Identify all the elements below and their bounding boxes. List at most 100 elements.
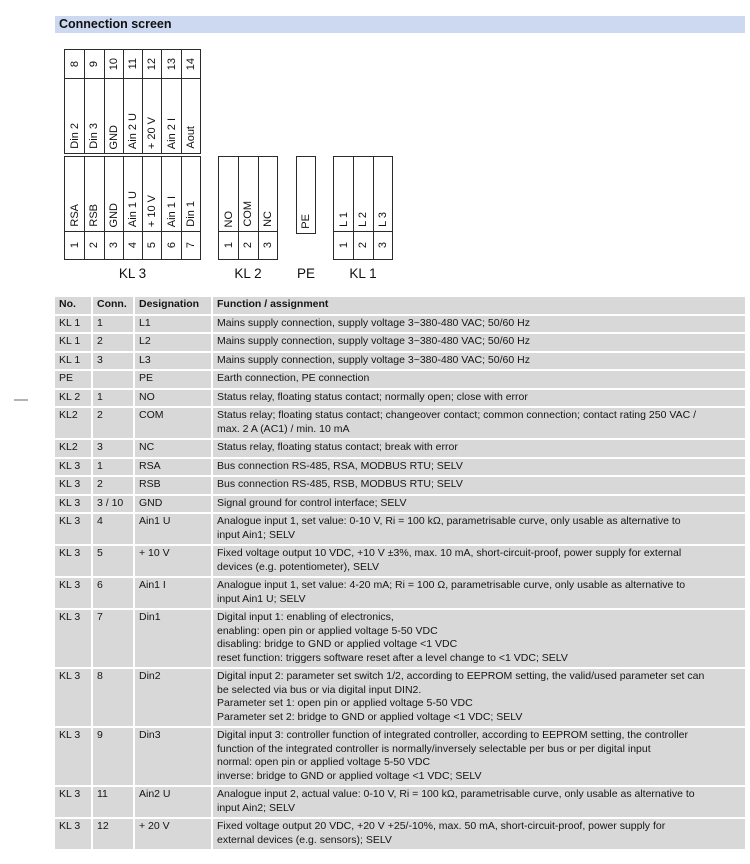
pin-number: 8	[68, 60, 81, 68]
pin-number: 11	[122, 50, 142, 78]
cell-designation: GND	[135, 495, 213, 514]
cell-no: KL 3	[55, 477, 93, 496]
cell-function: Status relay, floating status contact; n…	[213, 389, 745, 408]
col-header-no: No.	[55, 297, 93, 316]
cell-designation: L3	[135, 352, 213, 371]
pin-label: L 2	[353, 157, 372, 231]
cell-designation: COM	[135, 408, 213, 440]
cell-function: Analogue input 1, set value: 4-20 mA; Ri…	[213, 578, 745, 610]
cell-designation: Din2	[135, 669, 213, 728]
pe-terminal-block: PE	[296, 156, 316, 234]
pin-label: + 20 V	[142, 79, 161, 153]
pin-label: PE	[300, 214, 312, 229]
cell-function: Fixed voltage output 20 VDC, +20 V +25/-…	[213, 819, 745, 851]
table-row: KL 3 1 RSA Bus connection RS-485, RSA, M…	[55, 458, 745, 477]
pin-number: 12	[142, 50, 161, 78]
cell-function: Digital input 1: enabling of electronics…	[213, 610, 745, 669]
cell-function: Status relay, floating status contact; b…	[213, 440, 745, 459]
pin-label: COM	[238, 157, 257, 231]
cell-conn: 1	[93, 458, 135, 477]
cell-designation: NO	[135, 389, 213, 408]
table-row: KL 2 1 NO Status relay, floating status …	[55, 389, 745, 408]
cell-conn	[93, 371, 135, 390]
cell-conn: 2	[93, 408, 135, 440]
cell-conn: 2	[93, 334, 135, 353]
cell-conn: 12	[93, 819, 135, 851]
cell-function: Fixed voltage output 10 VDC, +10 V ±3%, …	[213, 546, 745, 578]
cell-no: KL2	[55, 408, 93, 440]
cell-designation: Din1	[135, 610, 213, 669]
pin-label: NO	[222, 210, 235, 228]
connection-table: No. Conn. Designation Function / assignm…	[55, 297, 745, 851]
cell-no: KL 3	[55, 546, 93, 578]
cell-no: KL 3	[55, 787, 93, 819]
table-row: KL 1 3 L3 Mains supply connection, suppl…	[55, 352, 745, 371]
cell-function: Mains supply connection, supply voltage …	[213, 315, 745, 334]
cell-designation: Din3	[135, 728, 213, 787]
table-row: KL 3 6 Ain1 I Analogue input 1, set valu…	[55, 578, 745, 610]
cell-designation: Ain2 U	[135, 787, 213, 819]
kl2-pin-labels: NO COM NC	[219, 157, 277, 231]
pin-label: Ain 1 I	[161, 157, 180, 231]
cell-conn: 3	[93, 440, 135, 459]
pin-number: 14	[180, 50, 200, 78]
cell-no: KL 1	[55, 334, 93, 353]
pin-number: 6	[161, 232, 180, 259]
cell-function: Digital input 3: controller function of …	[213, 728, 745, 787]
table-row: KL 3 2 RSB Bus connection RS-485, RSB, M…	[55, 477, 745, 496]
cell-conn: 5	[93, 546, 135, 578]
cell-conn: 1	[93, 315, 135, 334]
kl3-bottom-pin-numbers: 1 2 3 4 5 6 7	[65, 231, 200, 259]
cell-conn: 4	[93, 514, 135, 546]
cell-no: KL 1	[55, 352, 93, 371]
cell-function: Status relay; floating status contact; c…	[213, 408, 745, 440]
cell-no: KL 3	[55, 610, 93, 669]
table-row: KL 1 2 L2 Mains supply connection, suppl…	[55, 334, 745, 353]
cell-designation: L2	[135, 334, 213, 353]
table-row: KL 3 11 Ain2 U Analogue input 2, actual …	[55, 787, 745, 819]
pin-label: RSA	[68, 204, 81, 227]
cell-conn: 6	[93, 578, 135, 610]
cell-conn: 8	[93, 669, 135, 728]
cell-no: KL 3	[55, 514, 93, 546]
margin-dash	[14, 399, 28, 401]
table-row: KL 3 5 + 10 V Fixed voltage output 10 VD…	[55, 546, 745, 578]
kl1-pin-numbers: 1 2 3	[334, 231, 392, 259]
pin-number: 3	[103, 232, 123, 259]
kl3-top-pin-labels: Din 2 Din 3 GND Ain 2 U + 20 V Ain 2 I A…	[65, 79, 200, 153]
cell-function: Mains supply connection, supply voltage …	[213, 352, 745, 371]
cell-conn: 9	[93, 728, 135, 787]
pin-number: 2	[84, 232, 103, 259]
col-header-function: Function / assignment	[213, 297, 745, 316]
cell-function: Bus connection RS-485, RSB, MODBUS RTU; …	[213, 477, 745, 496]
cell-no: KL 3	[55, 669, 93, 728]
pin-number: 1	[222, 242, 235, 249]
cell-function: Digital input 2: parameter set switch 1/…	[213, 669, 745, 728]
cell-function: Signal ground for control interface; SEL…	[213, 495, 745, 514]
pin-number: 10	[103, 50, 123, 78]
kl3-lower-terminal-block: RSA RSB GND Ain 1 U + 10 V Ain 1 I Din 1…	[64, 156, 201, 260]
kl2-terminal-block: NO COM NC 1 2 3	[218, 156, 278, 260]
pin-number: 2	[353, 232, 372, 259]
cell-conn: 7	[93, 610, 135, 669]
pe-caption: PE	[296, 266, 315, 281]
cell-designation: NC	[135, 440, 213, 459]
cell-conn: 3 / 10	[93, 495, 135, 514]
cell-designation: PE	[135, 371, 213, 390]
cell-conn: 3	[93, 352, 135, 371]
cell-no: KL2	[55, 440, 93, 459]
table-row: KL 3 8 Din2 Digital input 2: parameter s…	[55, 669, 745, 728]
cell-no: KL 3	[55, 495, 93, 514]
table-row: KL2 3 NC Status relay, floating status c…	[55, 440, 745, 459]
kl1-terminal-block: L 1 L 2 L 3 1 2 3	[333, 156, 393, 260]
table-row: KL 3 3 / 10 GND Signal ground for contro…	[55, 495, 745, 514]
pin-number: 13	[161, 50, 180, 78]
kl3-caption: KL 3	[118, 266, 147, 281]
cell-function: Bus connection RS-485, RSA, MODBUS RTU; …	[213, 458, 745, 477]
cell-function: Mains supply connection, supply voltage …	[213, 334, 745, 353]
cell-no: KL 1	[55, 315, 93, 334]
table-row: KL 3 7 Din1 Digital input 1: enabling of…	[55, 610, 745, 669]
kl1-caption: KL 1	[349, 266, 377, 281]
pin-label: GND	[103, 79, 123, 153]
